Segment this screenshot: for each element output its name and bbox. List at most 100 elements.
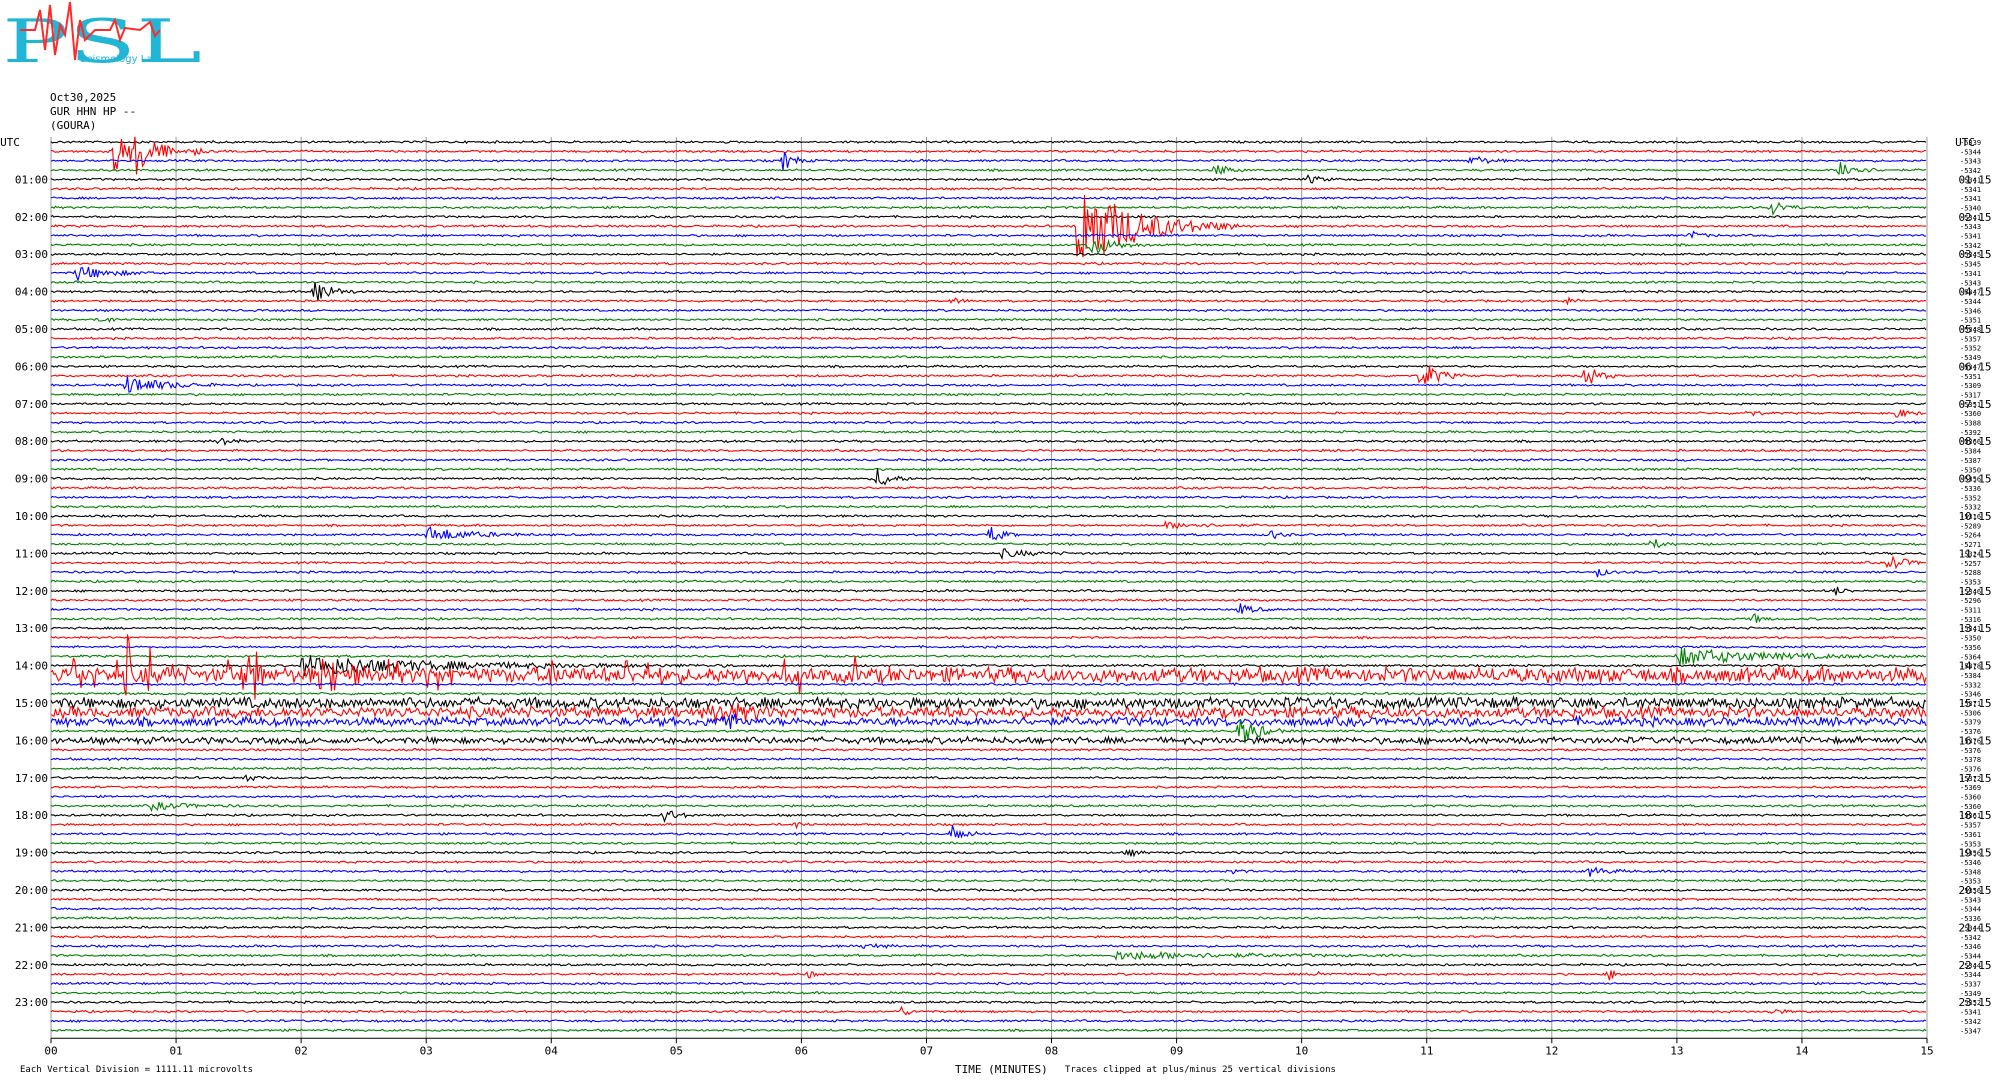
trace-line — [50, 139, 1927, 145]
hour-label-left: 19:00 — [15, 847, 48, 860]
trace-offset-label: -5349 — [1960, 354, 1981, 362]
trace-line — [50, 408, 1927, 418]
hour-label-left: 11:00 — [15, 547, 48, 560]
trace-offset-label: -5376 — [1960, 737, 1981, 745]
trace-offset-label: -5353 — [1960, 878, 1981, 886]
trace-offset-label: -5341 — [1960, 186, 1981, 194]
trace-offset-label: -5356 — [1960, 850, 1981, 858]
trace-offset-label: -5345 — [1960, 261, 1981, 269]
trace-line — [50, 214, 1927, 219]
trace-offset-label: -5341 — [1960, 176, 1981, 184]
trace-line — [50, 934, 1927, 939]
hour-label-left: 07:00 — [15, 398, 48, 411]
trace-offset-label: -5344 — [1960, 952, 1981, 960]
trace-line — [50, 568, 1927, 578]
trace-line — [50, 526, 1927, 541]
trace-offset-label: -5344 — [1960, 148, 1981, 156]
trace-line — [50, 635, 1927, 640]
trace-line — [50, 878, 1927, 883]
trace-offset-label: -5336 — [1960, 915, 1981, 923]
hour-label-left: 21:00 — [15, 921, 48, 934]
trace-line — [50, 848, 1927, 858]
trace-offset-label: -5371 — [1960, 700, 1981, 708]
trace-offset-label: -5378 — [1960, 663, 1981, 671]
trace-line — [50, 468, 1927, 486]
trace-offset-label: -5351 — [1960, 401, 1981, 409]
trace-line — [50, 766, 1927, 771]
hour-label-right: 17:15 — [1958, 772, 1991, 785]
x-tick-label: 07 — [920, 1044, 933, 1057]
trace-line — [50, 644, 1927, 649]
trace-offset-label: -5366 — [1960, 438, 1981, 446]
trace-line — [50, 548, 1927, 561]
logo-subtext: Seismology Lab — [80, 54, 159, 65]
trace-line — [50, 981, 1926, 986]
hour-label-left: 16:00 — [15, 734, 48, 747]
trace-offset-label: -5332 — [1960, 681, 1981, 689]
trace-offset-label: -5340 — [1960, 204, 1981, 212]
trace-line — [50, 694, 1927, 712]
trace-offset-label: -5384 — [1960, 672, 1981, 680]
hour-label-left: 08:00 — [15, 435, 48, 448]
trace-line — [50, 230, 1927, 239]
trace-offset-label: -5352 — [1960, 999, 1981, 1007]
trace-offset-label: -5343 — [1960, 896, 1981, 904]
logo-letters: PSL — [2, 7, 202, 72]
hour-label-right: 02:15 — [1958, 211, 1991, 224]
trace-offset-label: -5348 — [1960, 868, 1981, 876]
trace-offset-label: -5378 — [1960, 756, 1981, 764]
hour-label-left: 02:00 — [15, 211, 48, 224]
trace-offset-label: -5306 — [1960, 709, 1981, 717]
trace-line — [50, 915, 1927, 921]
clip-note: Traces clipped at plus/minus 25 vertical… — [1065, 1065, 1336, 1075]
trace-line — [51, 969, 1927, 981]
trace-line — [50, 1000, 1927, 1005]
trace-offset-label: -5379 — [1960, 719, 1981, 727]
hour-label-right: 08:15 — [1958, 435, 1991, 448]
logo-waveform — [20, 1, 161, 61]
hour-label-left: 10:00 — [15, 510, 48, 523]
trace-line — [50, 457, 1927, 462]
x-tick-label: 15 — [1920, 1044, 1933, 1057]
trace-line — [50, 420, 1927, 425]
hour-label-right: 16:15 — [1958, 734, 1991, 747]
trace-offset-label: -5376 — [1960, 765, 1981, 773]
trace-line — [50, 448, 1927, 453]
trace-offset-label: -5347 — [1960, 1027, 1981, 1035]
hour-label-right: 09:15 — [1958, 473, 1991, 486]
trace-offset-label: -5360 — [1960, 794, 1981, 802]
trace-line — [50, 990, 1927, 995]
trace-line — [50, 794, 1927, 799]
trace-line — [50, 747, 1927, 752]
trace-offset-label: -5288 — [1960, 569, 1981, 577]
trace-line — [50, 906, 1927, 911]
trace-offset-label: -5369 — [1960, 784, 1981, 792]
hour-label-right: 01:15 — [1958, 173, 1991, 186]
trace-offset-label: -5257 — [1960, 560, 1981, 568]
trace-line — [50, 555, 1927, 570]
trace-offset-label: -5344 — [1960, 971, 1981, 979]
trace-offset-label: -5342 — [1960, 934, 1981, 942]
trace-offset-label: -5353 — [1960, 840, 1981, 848]
trace-line — [50, 196, 1927, 201]
trace-line — [50, 801, 1927, 813]
trace-line — [50, 376, 1927, 393]
trace-line — [50, 467, 1927, 472]
trace-line — [50, 365, 1927, 384]
trace-line — [50, 859, 1927, 864]
trace-line — [50, 308, 1927, 313]
trace-line — [50, 626, 1927, 631]
trace-line — [50, 261, 1927, 266]
trace-offset-label: -5311 — [1960, 607, 1981, 615]
trace-offset-label: -5296 — [1960, 597, 1981, 605]
trace-offset-label: -5344 — [1960, 298, 1981, 306]
hour-label-left: 04:00 — [15, 286, 48, 299]
trace-offset-label: -5332 — [1960, 504, 1981, 512]
trace-line — [50, 634, 1927, 700]
trace-line — [51, 539, 1927, 549]
hour-label-left: 01:00 — [15, 173, 48, 186]
trace-offset-label: -5360 — [1960, 803, 1981, 811]
hour-label-right: 18:15 — [1958, 809, 1991, 822]
hour-label-right: 15:15 — [1958, 697, 1991, 710]
trace-line — [50, 655, 1927, 677]
